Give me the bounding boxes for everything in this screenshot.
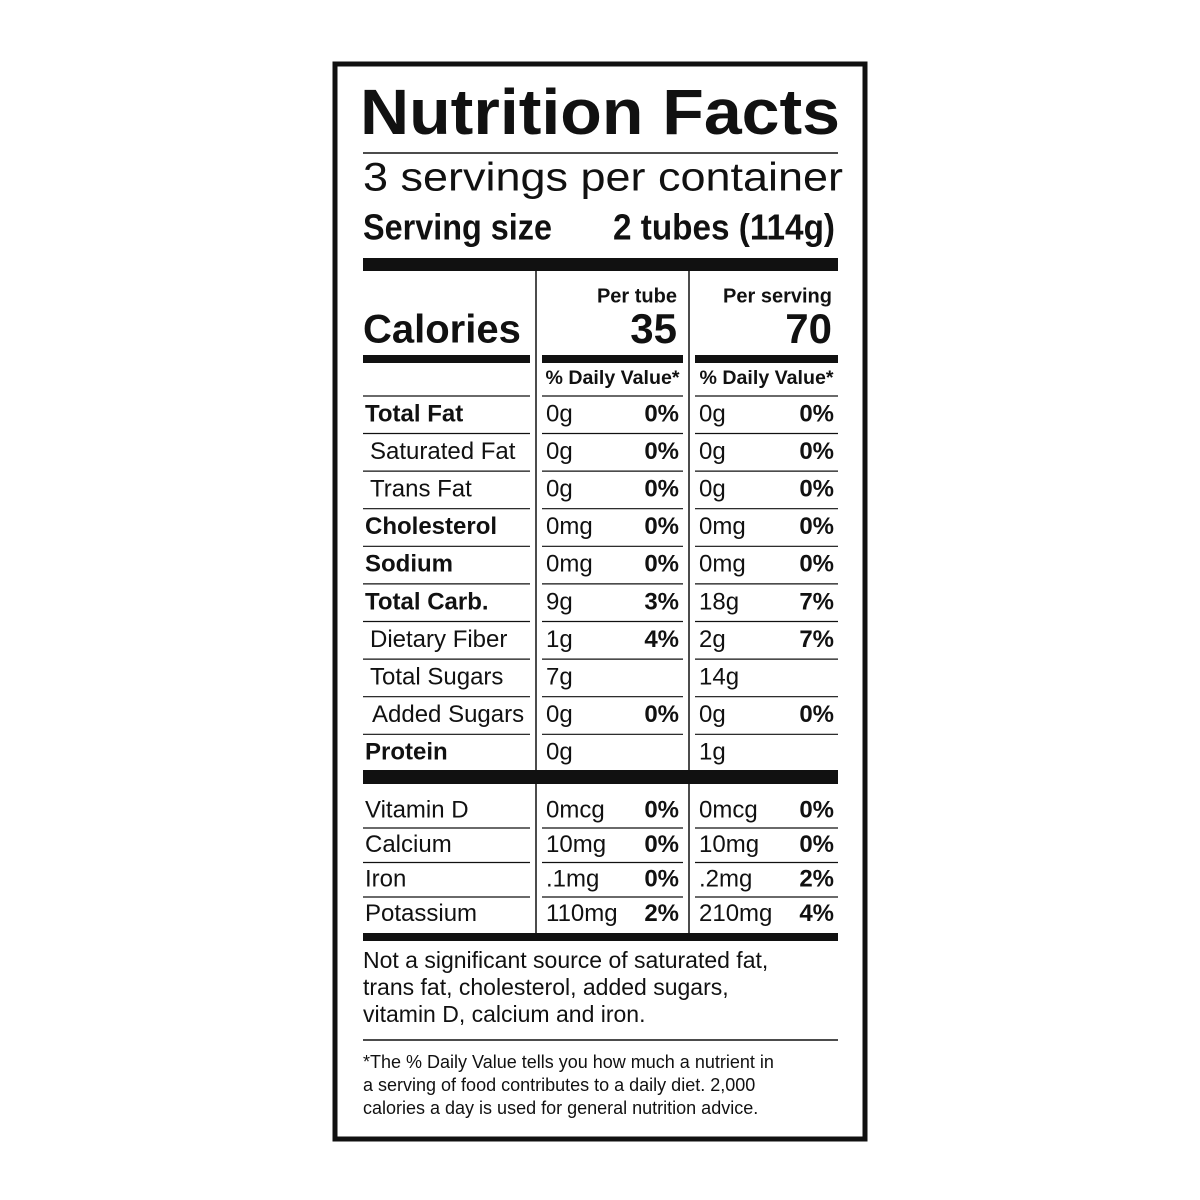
daily-value: 0% (644, 438, 679, 465)
amount: 0mg (546, 513, 593, 540)
footnote-line: calories a day is used for general nutri… (363, 1098, 758, 1118)
calories-value: 35 (630, 305, 677, 352)
thick-bar (695, 355, 838, 363)
amount: 0g (699, 400, 726, 427)
amount: 0g (699, 701, 726, 728)
amount: 0g (699, 476, 726, 503)
footnote-line: *The % Daily Value tells you how much a … (363, 1052, 774, 1072)
label-border (332, 61, 868, 1142)
daily-value: 0% (644, 400, 679, 427)
nutrient-name: Total Carb. (365, 588, 489, 615)
thick-bar (363, 770, 838, 784)
dv-header: % Daily Value* (700, 368, 835, 389)
daily-value: 0% (799, 513, 834, 540)
amount: 1g (546, 626, 573, 653)
amount: 14g (699, 664, 739, 691)
amount: 0mg (699, 551, 746, 578)
nutrient-name: Saturated Fat (370, 438, 516, 465)
thick-bar (363, 258, 838, 271)
vitamin-name: Potassium (365, 900, 477, 927)
amount: 210mg (699, 900, 772, 927)
amount: 0g (699, 438, 726, 465)
thick-bar (542, 355, 683, 363)
daily-value: 0% (644, 701, 679, 728)
daily-value: 0% (644, 476, 679, 503)
nutrient-name: Added Sugars (372, 701, 524, 728)
calories-value: 70 (785, 305, 832, 352)
daily-value: 0% (799, 438, 834, 465)
amount: 18g (699, 588, 739, 615)
daily-value: 0% (644, 551, 679, 578)
amount: 0g (546, 739, 573, 766)
note-line: Not a significant source of saturated fa… (363, 947, 768, 973)
nutrient-name: Dietary Fiber (370, 626, 507, 653)
amount: 0g (546, 400, 573, 427)
vitamin-name: Calcium (365, 831, 452, 858)
daily-value: 0% (644, 831, 679, 858)
daily-value: 0% (644, 513, 679, 540)
daily-value: 2% (799, 865, 834, 892)
amount: 0g (546, 476, 573, 503)
amount: 2g (699, 626, 726, 653)
nutrient-name: Total Sugars (370, 664, 503, 691)
amount: 9g (546, 588, 573, 615)
calories-label: Calories (363, 308, 521, 352)
serving-size-label: Serving size (363, 207, 552, 248)
amount: 0g (546, 701, 573, 728)
daily-value: 3% (644, 588, 679, 615)
amount: 0mcg (699, 796, 758, 823)
footnote-line: a serving of food contributes to a daily… (363, 1075, 755, 1095)
thick-bar (363, 933, 838, 941)
nutrient-name: Protein (365, 739, 448, 766)
daily-value: 7% (799, 588, 834, 615)
amount: 0g (546, 438, 573, 465)
note-line: vitamin D, calcium and iron. (363, 1001, 646, 1027)
amount: 10mg (546, 831, 606, 858)
daily-value: 2% (644, 900, 679, 927)
nutrient-name: Total Fat (365, 400, 463, 427)
note-line: trans fat, cholesterol, added sugars, (363, 974, 729, 1000)
dv-header: % Daily Value* (546, 368, 681, 389)
servings: 3 servings per container (363, 156, 843, 200)
amount: .2mg (699, 865, 752, 892)
amount: 7g (546, 664, 573, 691)
daily-value: 0% (799, 476, 834, 503)
title: Nutrition Facts (360, 76, 840, 148)
amount: 0mg (546, 551, 593, 578)
daily-value: 4% (644, 626, 679, 653)
column-header: Per tube (597, 285, 677, 307)
daily-value: 7% (799, 626, 834, 653)
daily-value: 0% (799, 400, 834, 427)
amount: 10mg (699, 831, 759, 858)
nutrient-name: Trans Fat (370, 476, 472, 503)
vitamin-name: Iron (365, 865, 406, 892)
nutrient-name: Sodium (365, 551, 453, 578)
thick-bar (363, 355, 530, 363)
daily-value: 0% (799, 551, 834, 578)
nutrient-name: Cholesterol (365, 513, 497, 540)
daily-value: 0% (644, 796, 679, 823)
serving-size-value: 2 tubes (114g) (613, 207, 835, 248)
amount: 1g (699, 739, 726, 766)
column-header: Per serving (723, 285, 832, 307)
daily-value: 4% (799, 900, 834, 927)
daily-value: 0% (644, 865, 679, 892)
vitamin-name: Vitamin D (365, 796, 469, 823)
amount: 0mg (699, 513, 746, 540)
amount: .1mg (546, 865, 599, 892)
daily-value: 0% (799, 701, 834, 728)
amount: 0mcg (546, 796, 605, 823)
daily-value: 0% (799, 831, 834, 858)
daily-value: 0% (799, 796, 834, 823)
amount: 110mg (546, 900, 618, 927)
